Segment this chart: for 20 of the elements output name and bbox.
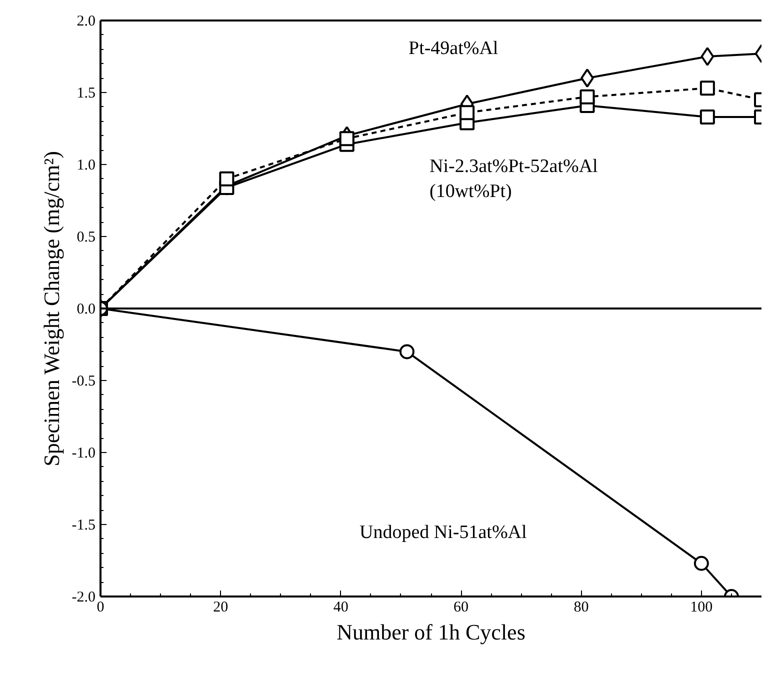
y-tick-label: 1.5 (76, 86, 96, 102)
x-tick-label: 100 (690, 600, 713, 616)
annotation: Pt-49at%Al (408, 38, 498, 59)
y-tick-label: 0.5 (76, 230, 96, 246)
y-tick-label: -0.5 (72, 374, 96, 390)
y-tick-label: 0.0 (76, 302, 96, 318)
y-tick-label: -2.0 (72, 590, 96, 606)
x-tick-label: 20 (213, 600, 228, 616)
annotation: Undoped Ni-51at%Al (360, 522, 527, 544)
x-axis-title: Number of 1h Cycles (336, 620, 526, 644)
y-tick-label: -1.5 (72, 518, 96, 534)
x-tick-label: 0 (96, 600, 104, 616)
annotation: Ni-2.3at%Pt-52at%Al (10wt%Pt) (430, 156, 598, 202)
x-tick-label: 60 (454, 600, 469, 616)
y-axis-title: Specimen Weight Change (mg/cm²) (38, 150, 64, 466)
y-tick-label: 2.0 (76, 14, 96, 30)
x-tick-label: 40 (333, 600, 348, 616)
x-tick-label: 80 (574, 600, 589, 616)
y-tick-label: 1.0 (76, 158, 96, 174)
y-tick-label: -1.0 (72, 446, 96, 462)
